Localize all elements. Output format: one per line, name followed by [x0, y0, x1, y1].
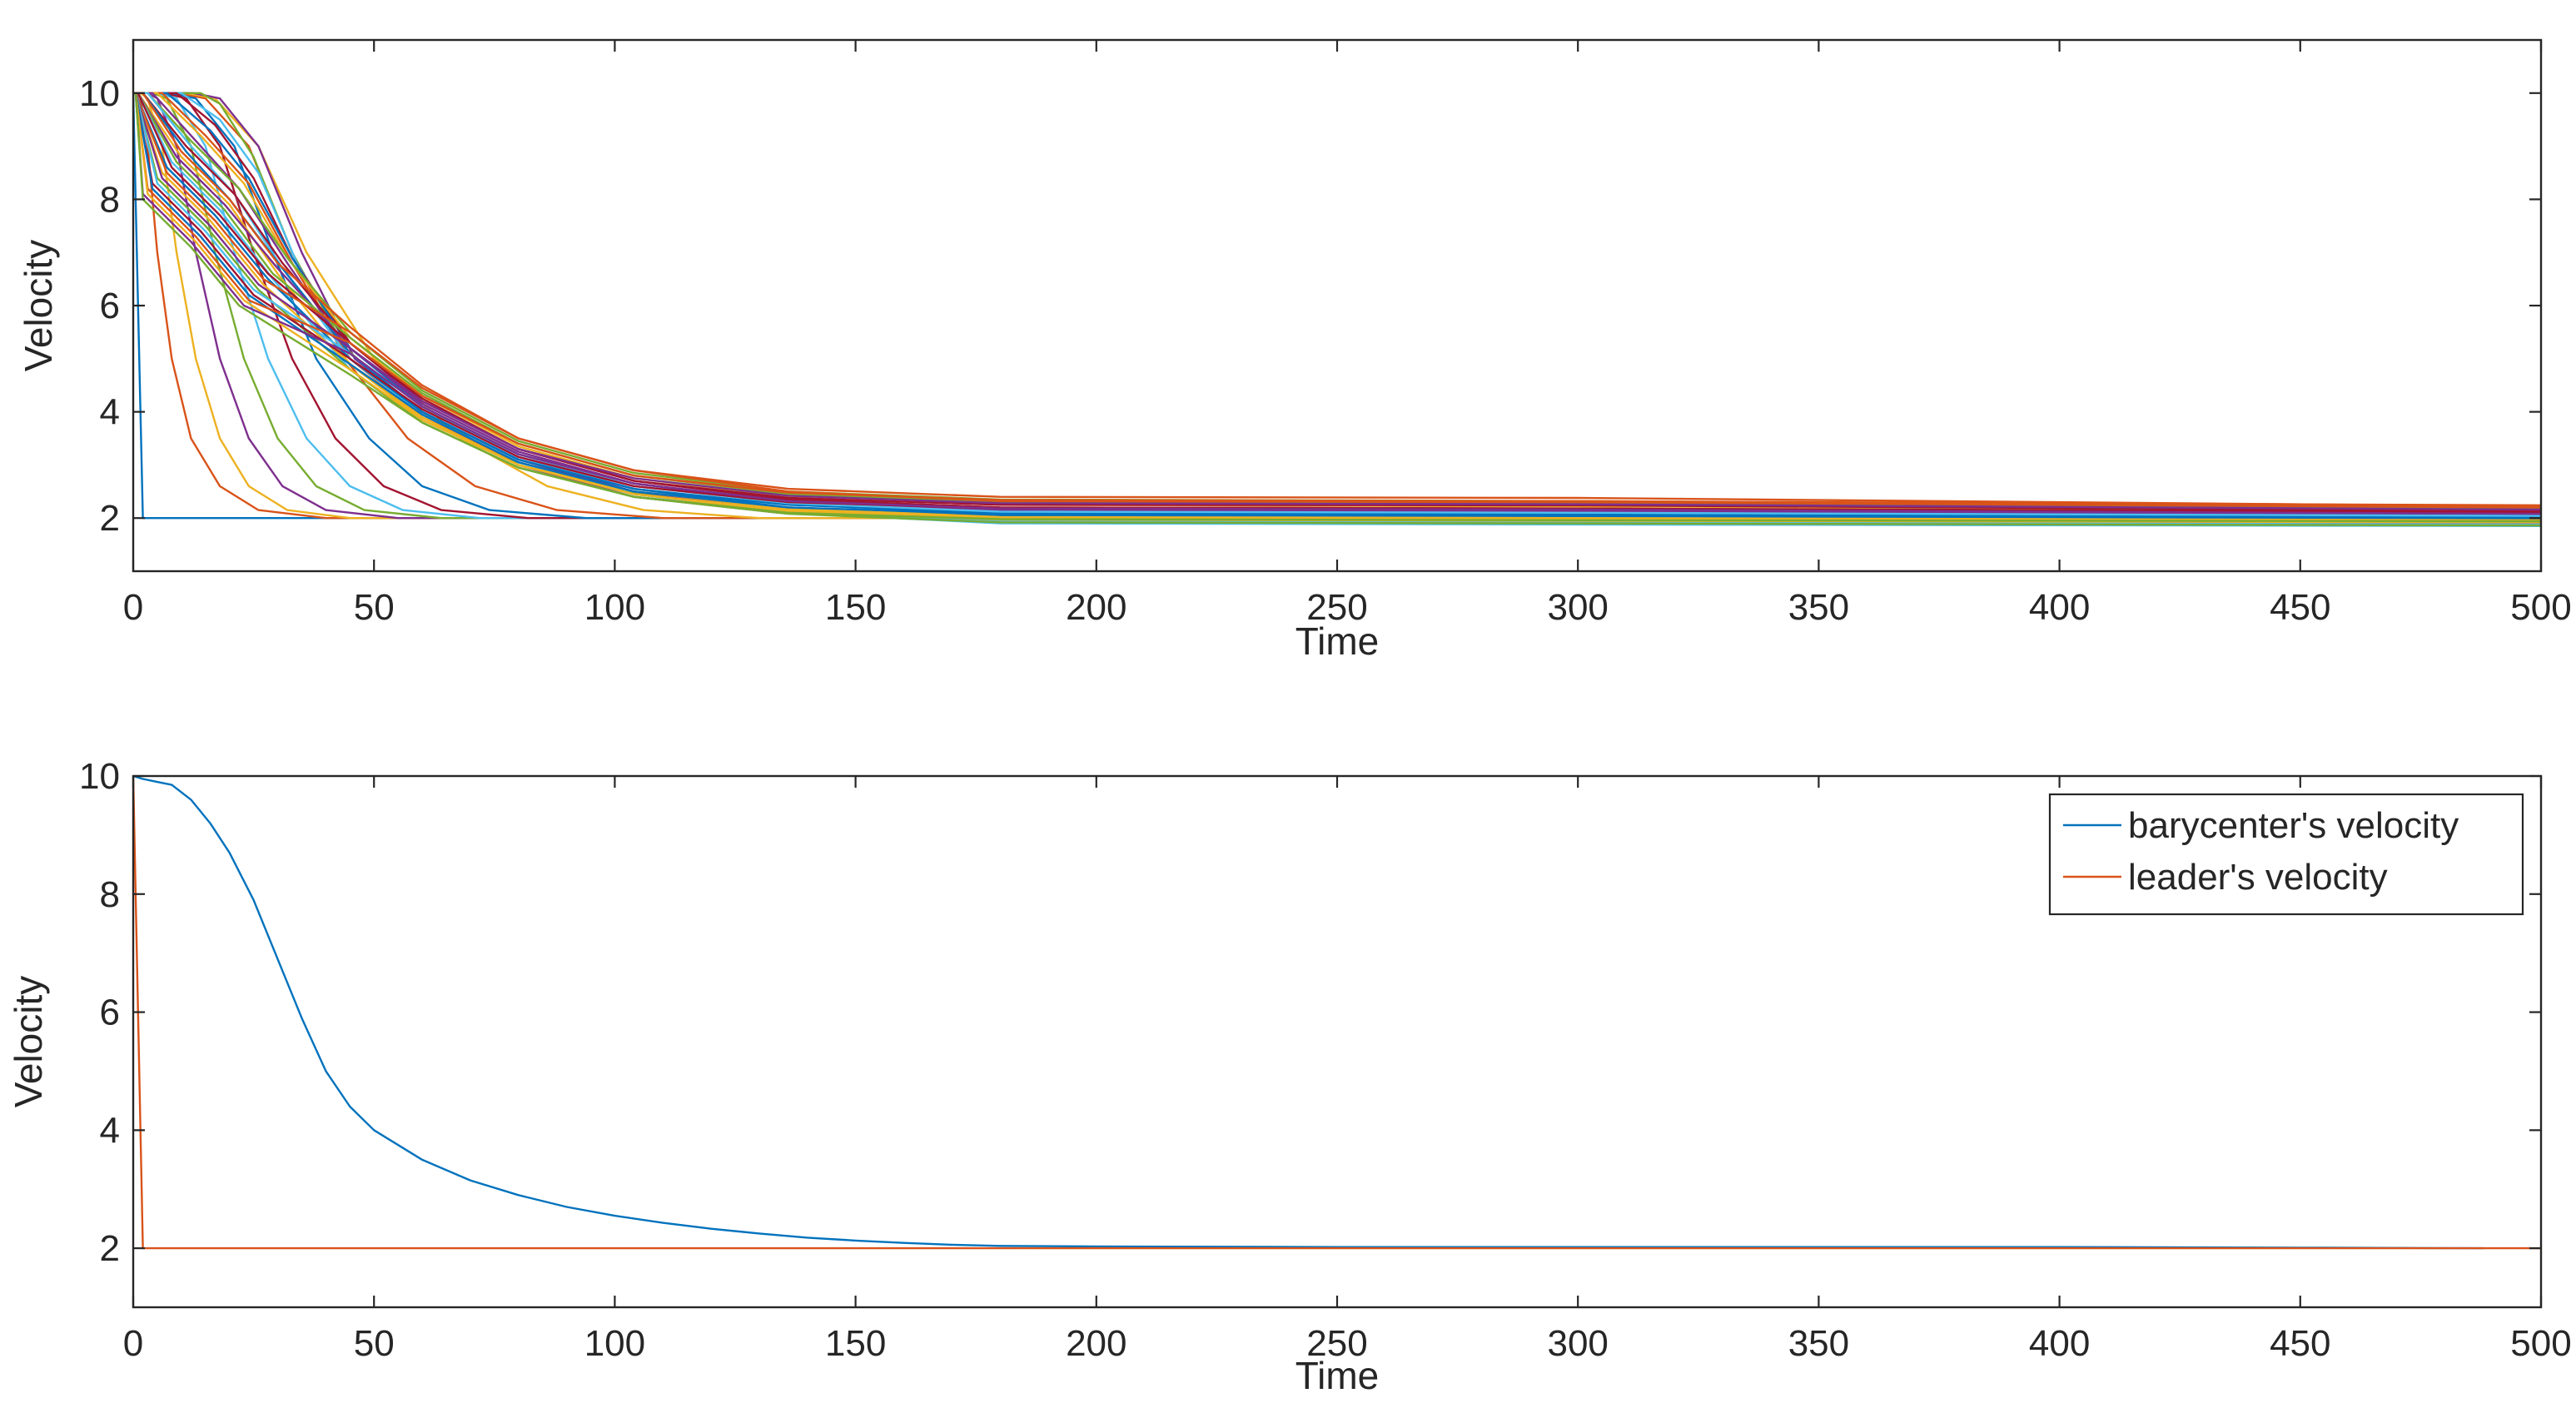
series-line-25: [133, 92, 2541, 515]
series-line-31: [133, 92, 2541, 521]
y-tick-label: 10: [79, 73, 120, 114]
series-group: [133, 92, 2541, 527]
series-line-30: [133, 92, 2541, 509]
series-line-18: [133, 92, 2541, 525]
legend-label: leader's velocity: [2128, 857, 2388, 898]
y-axis-label: Velocity: [7, 976, 50, 1108]
series-line-33: [133, 92, 2541, 527]
x-axis-label: Time: [1295, 1354, 1380, 1397]
y-tick-label: 2: [100, 1228, 120, 1269]
series-line-32: [133, 92, 2541, 511]
x-tick-label: 350: [1788, 1323, 1849, 1364]
y-tick-label: 4: [100, 392, 120, 433]
x-tick-label: 0: [123, 1323, 143, 1364]
x-tick-label: 50: [354, 587, 395, 628]
legend: barycenter's velocity leader's velocity: [2048, 793, 2524, 916]
series-line-26: [133, 92, 2541, 510]
x-tick-label: 500: [2510, 587, 2571, 628]
series-line-27: [133, 92, 2541, 526]
x-tick-label: 350: [1788, 587, 1849, 628]
y-tick-label: 8: [100, 874, 120, 915]
legend-box: [2048, 793, 2524, 916]
x-tick-label: 450: [2270, 1323, 2330, 1364]
series-line-40: [133, 92, 2541, 523]
x-tick-label: 450: [2270, 587, 2330, 628]
y-axis-label: Velocity: [17, 240, 60, 372]
x-tick-label: 150: [825, 1323, 886, 1364]
y-tick-label: 10: [79, 756, 120, 797]
x-tick-label: 100: [584, 1323, 645, 1364]
top-velocity-plot: 0 50 100 150 200 250 300 350 400 450 500 2 4 6 8 10 Time…: [17, 38, 2572, 663]
x-tick-label: 300: [1547, 1323, 1608, 1364]
series-line-1: [133, 776, 2484, 1250]
x-tick-label: 200: [1066, 587, 1126, 628]
x-tick-label: 250: [1306, 587, 1367, 628]
series-line-7: [133, 92, 2541, 520]
bottom-velocity-plot: 0 50 100 150 200 250 300 350 400 450 500 2 4 6 8 10 Time…: [7, 756, 2572, 1397]
y-tick-label: 8: [100, 179, 120, 220]
series-line-23: [133, 92, 2541, 508]
x-tick-label: 400: [2029, 587, 2090, 628]
x-tick-label: 300: [1547, 587, 1608, 628]
series-line-4: [133, 92, 2541, 520]
x-tick-label: 50: [354, 1323, 395, 1364]
x-tick-label: 100: [584, 587, 645, 628]
x-tick-label: 250: [1306, 1323, 1367, 1364]
x-tick-label: 400: [2029, 1323, 2090, 1364]
series-line-36: [133, 92, 2541, 520]
x-tick-label: 0: [123, 587, 143, 628]
y-tick-label: 4: [100, 1110, 120, 1151]
series-line-21: [133, 92, 2541, 513]
x-tick-label: 500: [2510, 1323, 2571, 1364]
series-line-29: [133, 92, 2541, 520]
series-line-20: [133, 92, 2541, 527]
x-tick-label: 150: [825, 587, 886, 628]
x-tick-label: 200: [1066, 1323, 1126, 1364]
legend-label: barycenter's velocity: [2128, 805, 2459, 846]
y-tick-label: 6: [100, 993, 120, 1033]
x-axis-label: Time: [1295, 619, 1380, 663]
y-tick-label: 6: [100, 286, 120, 326]
y-tick-label: 2: [100, 498, 120, 539]
